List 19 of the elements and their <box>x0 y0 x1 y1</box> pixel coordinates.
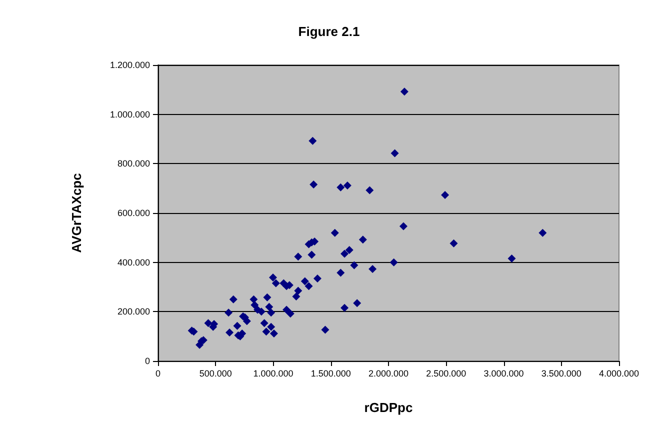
x-tick-label: 2.500.000 <box>426 368 466 378</box>
y-tick-label: 1.000.000 <box>110 109 150 120</box>
x-tick-label: 1.000.000 <box>253 368 294 378</box>
y-tick-label: 800.000 <box>117 158 150 169</box>
x-tick-label: 3.500.000 <box>541 368 582 378</box>
y-tick-label: 600.000 <box>117 208 150 218</box>
y-tick-label: 200.000 <box>117 306 150 317</box>
x-tick-label: 1.500.000 <box>310 368 351 378</box>
x-tick-label: 4.000.000 <box>598 368 640 378</box>
y-tick-label: 0 <box>144 356 150 366</box>
y-tick-label: 1.200.000 <box>110 60 150 70</box>
x-tick-label: 2.000.000 <box>368 368 409 378</box>
x-tick-label: 3.000.000 <box>484 368 524 378</box>
x-axis-title: rGDPpc <box>364 400 413 415</box>
x-tick-label: 0 <box>155 368 161 378</box>
y-axis-title: AVGrTAXcpc <box>69 173 84 253</box>
x-tick-label: 500.000 <box>199 368 232 378</box>
chart-title: Figure 2.1 <box>298 24 360 39</box>
y-tick-label: 400.000 <box>117 257 150 268</box>
